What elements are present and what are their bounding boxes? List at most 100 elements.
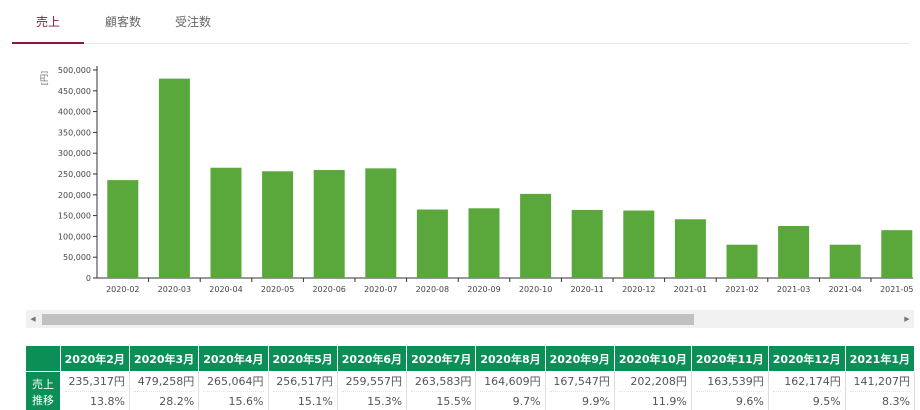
sales-percentage: 9.5% bbox=[812, 395, 841, 408]
sales-percentage: 15.3% bbox=[367, 395, 403, 408]
sales-amount: 167,547円 bbox=[549, 372, 610, 392]
y-tick-label: 200,000 bbox=[58, 191, 91, 200]
table-corner-cell bbox=[25, 345, 61, 372]
bar-2020-11[interactable] bbox=[571, 209, 603, 278]
bar-2020-10[interactable] bbox=[520, 193, 552, 278]
horizontal-scrollbar[interactable]: ◀ ▶ bbox=[26, 310, 914, 328]
column-header-month: 2021年1月 bbox=[844, 345, 915, 372]
table-cell: 167,547円 9.9% bbox=[545, 371, 615, 410]
y-tick-label: 250,000 bbox=[58, 170, 91, 179]
sales-percentage: 28.2% bbox=[159, 395, 195, 408]
bar-2021-04[interactable] bbox=[829, 244, 861, 278]
column-header-month: 2020年9月 bbox=[544, 345, 615, 372]
bar-2020-07[interactable] bbox=[365, 168, 397, 278]
tab-customers[interactable]: 顧客数 bbox=[104, 15, 141, 29]
x-tick-label: 2021-05 bbox=[880, 285, 913, 294]
sales-bar-chart: [円] 0 50,000 100,000 150,000 200,000 250,000 30… bbox=[40, 66, 913, 294]
tab-sales[interactable]: 売上 bbox=[12, 0, 84, 44]
table-cell: 259,557円 15.3% bbox=[337, 371, 408, 410]
x-tick-label: 2020-11 bbox=[570, 285, 603, 294]
table-header-row: 2020年2月 2020年3月 2020年4月 2020年5月 2020年6月 2020年… bbox=[25, 345, 915, 372]
y-tick-label: 300,000 bbox=[58, 149, 91, 158]
sales-percentage: 11.9% bbox=[651, 395, 687, 408]
x-tick-label: 2021-02 bbox=[725, 285, 758, 294]
bar-2020-04[interactable] bbox=[210, 167, 242, 278]
sales-percentage: 15.1% bbox=[297, 395, 333, 408]
y-tick-label: 100,000 bbox=[58, 232, 91, 241]
sales-amount: 479,258円 bbox=[133, 372, 195, 392]
bar-2020-12[interactable] bbox=[623, 210, 655, 278]
x-tick-label: 2021-04 bbox=[828, 285, 861, 294]
sales-amount: 263,583円 bbox=[411, 372, 472, 392]
bar-2020-08[interactable] bbox=[416, 209, 448, 278]
y-tick-label: 450,000 bbox=[58, 87, 91, 96]
sales-percentage: 13.8% bbox=[89, 395, 125, 408]
x-tick-label: 2020-02 bbox=[106, 285, 139, 294]
x-tick-label: 2020-06 bbox=[312, 285, 345, 294]
column-header-month: 2020年4月 bbox=[198, 345, 269, 372]
column-header-month: 2020年8月 bbox=[475, 345, 546, 372]
bar-2020-09[interactable] bbox=[468, 208, 500, 278]
y-tick-label: 150,000 bbox=[58, 212, 91, 221]
column-header-month: 2020年3月 bbox=[128, 345, 200, 372]
column-header-month: 2020年2月 bbox=[59, 345, 130, 372]
scroll-right-arrow-icon[interactable]: ▶ bbox=[904, 315, 910, 323]
table-cell: 164,609円 9.7% bbox=[475, 371, 546, 410]
bar-2021-02[interactable] bbox=[726, 244, 758, 278]
y-tick-label: 350,000 bbox=[58, 128, 91, 137]
sales-amount: 235,317円 bbox=[64, 372, 125, 392]
bar-2020-03[interactable] bbox=[158, 78, 190, 279]
sales-trend-table: 2020年2月 2020年3月 2020年4月 2020年5月 2020年6月 2020年… bbox=[25, 345, 915, 410]
table-cell: 256,517円 15.1% bbox=[268, 371, 338, 410]
sales-amount: 164,609円 bbox=[480, 372, 541, 392]
x-tick-label: 2021-03 bbox=[777, 285, 810, 294]
column-header-month: 2020年6月 bbox=[336, 345, 408, 372]
x-tick-label: 2020-07 bbox=[364, 285, 397, 294]
column-header-month: 2020年5月 bbox=[267, 345, 338, 372]
x-tick-label: 2020-10 bbox=[519, 285, 552, 294]
table-cell: 235,317円 13.8% bbox=[60, 371, 130, 410]
sales-amount: 162,174円 bbox=[772, 372, 841, 392]
sales-amount: 163,539円 bbox=[695, 372, 764, 392]
scroll-left-arrow-icon[interactable]: ◀ bbox=[30, 315, 36, 323]
table-row: 売上推移 235,317円 13.8% 479,258円 28.2% 265,064円 1… bbox=[25, 371, 915, 410]
sales-amount: 141,207円 bbox=[849, 372, 910, 392]
x-tick-label: 2020-08 bbox=[416, 285, 449, 294]
bar-2020-05[interactable] bbox=[262, 171, 294, 278]
sales-amount: 256,517円 bbox=[272, 372, 333, 392]
sales-percentage: 9.6% bbox=[735, 395, 764, 408]
sales-percentage: 9.9% bbox=[581, 395, 610, 408]
sales-percentage: 15.5% bbox=[436, 395, 472, 408]
x-tick-label: 2020-09 bbox=[467, 285, 500, 294]
sales-amount: 202,208円 bbox=[618, 372, 687, 392]
bar-2021-05[interactable] bbox=[881, 230, 913, 278]
sales-percentage: 9.7% bbox=[512, 395, 541, 408]
sales-amount: 265,064円 bbox=[203, 372, 264, 392]
y-tick-label: 400,000 bbox=[58, 108, 91, 117]
sales-percentage: 8.3% bbox=[882, 395, 910, 408]
column-header-month: 2020年10月 bbox=[613, 345, 692, 372]
tab-orders[interactable]: 受注数 bbox=[174, 15, 211, 29]
sales-amount: 259,557円 bbox=[341, 372, 403, 392]
x-tick-label: 2020-03 bbox=[158, 285, 191, 294]
x-tick-label: 2020-05 bbox=[261, 285, 294, 294]
bar-2021-03[interactable] bbox=[778, 226, 810, 278]
bar-2020-06[interactable] bbox=[313, 170, 345, 278]
column-header-month: 2020年11月 bbox=[690, 345, 769, 372]
table-cell: 265,064円 15.6% bbox=[198, 371, 269, 410]
x-tick-label: 2021-01 bbox=[674, 285, 707, 294]
table-cell: 162,174円 9.5% bbox=[768, 371, 846, 410]
row-header-sales-trend: 売上推移 bbox=[25, 371, 61, 410]
y-tick-label: 0 bbox=[86, 274, 91, 283]
bar-2020-02[interactable] bbox=[107, 180, 139, 278]
table-cell: 163,539円 9.6% bbox=[691, 371, 769, 410]
sales-percentage: 15.6% bbox=[228, 395, 264, 408]
table-cell: 479,258円 28.2% bbox=[129, 371, 200, 410]
table-cell: 263,583円 15.5% bbox=[406, 371, 477, 410]
sales-table-wrapper[interactable]: 2020年2月 2020年3月 2020年4月 2020年5月 2020年6月 2020年… bbox=[25, 345, 915, 410]
table-cell: 202,208円 11.9% bbox=[614, 371, 692, 410]
y-tick-label: 500,000 bbox=[58, 66, 91, 75]
table-cell: 141,207円 8.3% bbox=[845, 371, 915, 410]
bar-2021-01[interactable] bbox=[674, 219, 706, 278]
scrollbar-thumb[interactable] bbox=[42, 314, 694, 325]
